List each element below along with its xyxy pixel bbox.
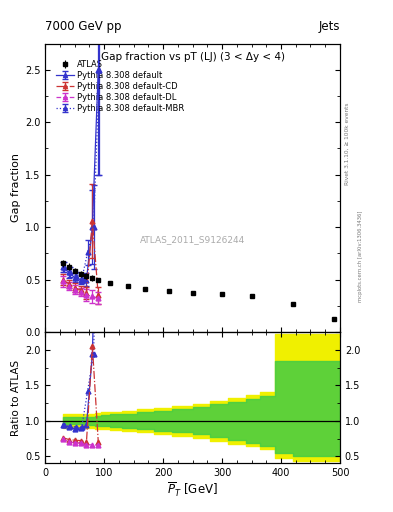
- Legend: ATLAS, Pythia 8.308 default, Pythia 8.308 default-CD, Pythia 8.308 default-DL, P: ATLAS, Pythia 8.308 default, Pythia 8.30…: [52, 56, 188, 116]
- Y-axis label: Ratio to ATLAS: Ratio to ATLAS: [11, 360, 21, 436]
- Text: ATLAS_2011_S9126244: ATLAS_2011_S9126244: [140, 236, 245, 244]
- X-axis label: $\overline{P}_{T}$ [GeV]: $\overline{P}_{T}$ [GeV]: [167, 481, 218, 499]
- Text: Gap fraction vs pT (LJ) (3 < Δy < 4): Gap fraction vs pT (LJ) (3 < Δy < 4): [101, 52, 285, 62]
- Text: mcplots.cern.ch [arXiv:1306.3436]: mcplots.cern.ch [arXiv:1306.3436]: [358, 210, 364, 302]
- Text: 7000 GeV pp: 7000 GeV pp: [45, 20, 122, 33]
- Y-axis label: Gap fraction: Gap fraction: [11, 153, 21, 222]
- Text: Jets: Jets: [318, 20, 340, 33]
- Text: Rivet 3.1.10, ≥ 100k events: Rivet 3.1.10, ≥ 100k events: [345, 102, 350, 185]
